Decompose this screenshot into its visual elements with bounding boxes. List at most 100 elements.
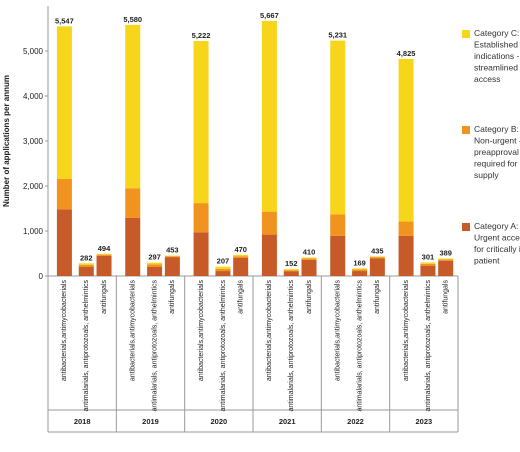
bar-segment (215, 271, 231, 276)
bar-segment (301, 257, 317, 259)
data-label: 470 (234, 245, 247, 254)
bar-segment (352, 268, 368, 270)
bar-segment (215, 268, 231, 272)
category-label: antimalarials, antiprotozoals, anthelmin… (425, 280, 432, 412)
year-label: 2019 (142, 417, 159, 426)
year-label: 2020 (210, 417, 227, 426)
bar-segment (96, 253, 112, 255)
bar-segment (56, 26, 72, 179)
bar-segment (147, 264, 163, 267)
category-label: antifungals (306, 280, 313, 314)
bar-segment (215, 266, 231, 269)
bar-segment (420, 262, 436, 264)
y-tick-label: 4,000 (23, 92, 44, 101)
bar-segment (56, 178, 72, 210)
category-label: antimalarials, antiprotozoals, anthelmin… (356, 280, 363, 412)
bar-segment (420, 265, 436, 276)
bar-segment (398, 221, 414, 236)
bar-segment (438, 259, 454, 261)
bar-segment (147, 267, 163, 276)
bar-segment (78, 264, 94, 267)
bar-segment (438, 258, 454, 260)
bar-segment (193, 41, 209, 204)
data-label: 282 (80, 253, 93, 262)
year-label: 2022 (347, 417, 364, 426)
bar-segment (78, 263, 94, 265)
bars (56, 20, 454, 276)
bar-segment (330, 235, 346, 276)
bar-segment (283, 269, 299, 271)
category-label: antifungals (374, 280, 381, 314)
legend-label: Category A:Urgent accessfor critically i… (474, 221, 520, 266)
bar-segment (96, 255, 112, 276)
category-label: antibacterials,antimycobacterials (61, 280, 68, 382)
data-label: 389 (439, 248, 452, 257)
y-tick-label: 1,000 (23, 227, 44, 236)
legend-swatch (462, 126, 470, 134)
category-label: antibacterials,antimycobacterials (403, 280, 410, 382)
bar-segment (301, 258, 317, 260)
bar-segment (261, 211, 277, 235)
bar-segment (56, 209, 72, 276)
bar-segment (330, 214, 346, 236)
data-label: 5,580 (123, 15, 142, 24)
legend: Category C: Established indications -strea… (462, 28, 520, 266)
bar-segment (78, 267, 94, 276)
category-label: antimalarials, antiprotozoals, anthelmin… (83, 280, 90, 412)
bar-segment (398, 58, 414, 222)
bar-segment (283, 270, 299, 272)
category-label: antimalarials, antiprotozoals, anthelmin… (288, 280, 295, 412)
year-label: 2018 (74, 417, 91, 426)
category-label: antimalarials, antiprotozoals, anthelmin… (220, 280, 227, 412)
bar-segment (352, 269, 368, 272)
data-label: 5,547 (55, 16, 74, 25)
bar-segment (261, 234, 277, 276)
y-tick-label: 3,000 (23, 137, 44, 146)
bar-segment (125, 24, 141, 189)
bar-segment (369, 257, 385, 259)
data-label: 152 (285, 259, 298, 268)
bar-segment (330, 40, 346, 215)
bar-segment (369, 256, 385, 258)
data-label: 169 (353, 258, 366, 267)
bar-segment (233, 256, 249, 258)
y-tick-label: 2,000 (23, 182, 44, 191)
bar-segment (164, 255, 180, 257)
category-label: antifungals (443, 280, 450, 314)
data-label: 494 (98, 244, 111, 253)
category-label: antimalarials, antiprotozoals, anthelmin… (151, 280, 158, 412)
category-label: antifungals (169, 280, 176, 314)
bar-segment (420, 263, 436, 266)
y-axis-title: Number of applications per annum (2, 75, 11, 207)
data-label: 410 (303, 248, 316, 257)
bar-segment (283, 271, 299, 276)
bar-segment (233, 258, 249, 276)
category-label: antibacterials,antimycobacterials (130, 280, 137, 382)
bar-segment (193, 203, 209, 233)
data-label: 4,825 (397, 49, 416, 58)
labels: 5,547 antibacterials,antimycobacterials 28… (55, 11, 452, 426)
data-label: 207 (217, 257, 230, 266)
category-label: antibacterials,antimycobacterials (266, 280, 273, 382)
bar-segment (301, 259, 317, 276)
legend-label: Category C: Established indications -strea… (474, 28, 520, 84)
bar-segment (261, 20, 277, 212)
category-label: antifungals (238, 280, 245, 314)
y-tick-label: 5,000 (23, 47, 44, 56)
bar-segment (369, 258, 385, 276)
category-label: antibacterials,antimycobacterials (198, 280, 205, 382)
axes: 0 1,000 2,000 3,000 4,000 5,000 (23, 6, 459, 433)
data-label: 297 (148, 253, 161, 262)
bar-segment (125, 188, 141, 218)
category-label: antifungals (101, 280, 108, 314)
bar-segment (164, 256, 180, 258)
bar-segment (164, 257, 180, 276)
data-label: 301 (422, 252, 435, 261)
data-label: 5,667 (260, 11, 279, 20)
bar-segment (147, 262, 163, 265)
bar-segment (125, 217, 141, 276)
bar-segment (438, 260, 454, 276)
data-label: 435 (371, 246, 384, 255)
